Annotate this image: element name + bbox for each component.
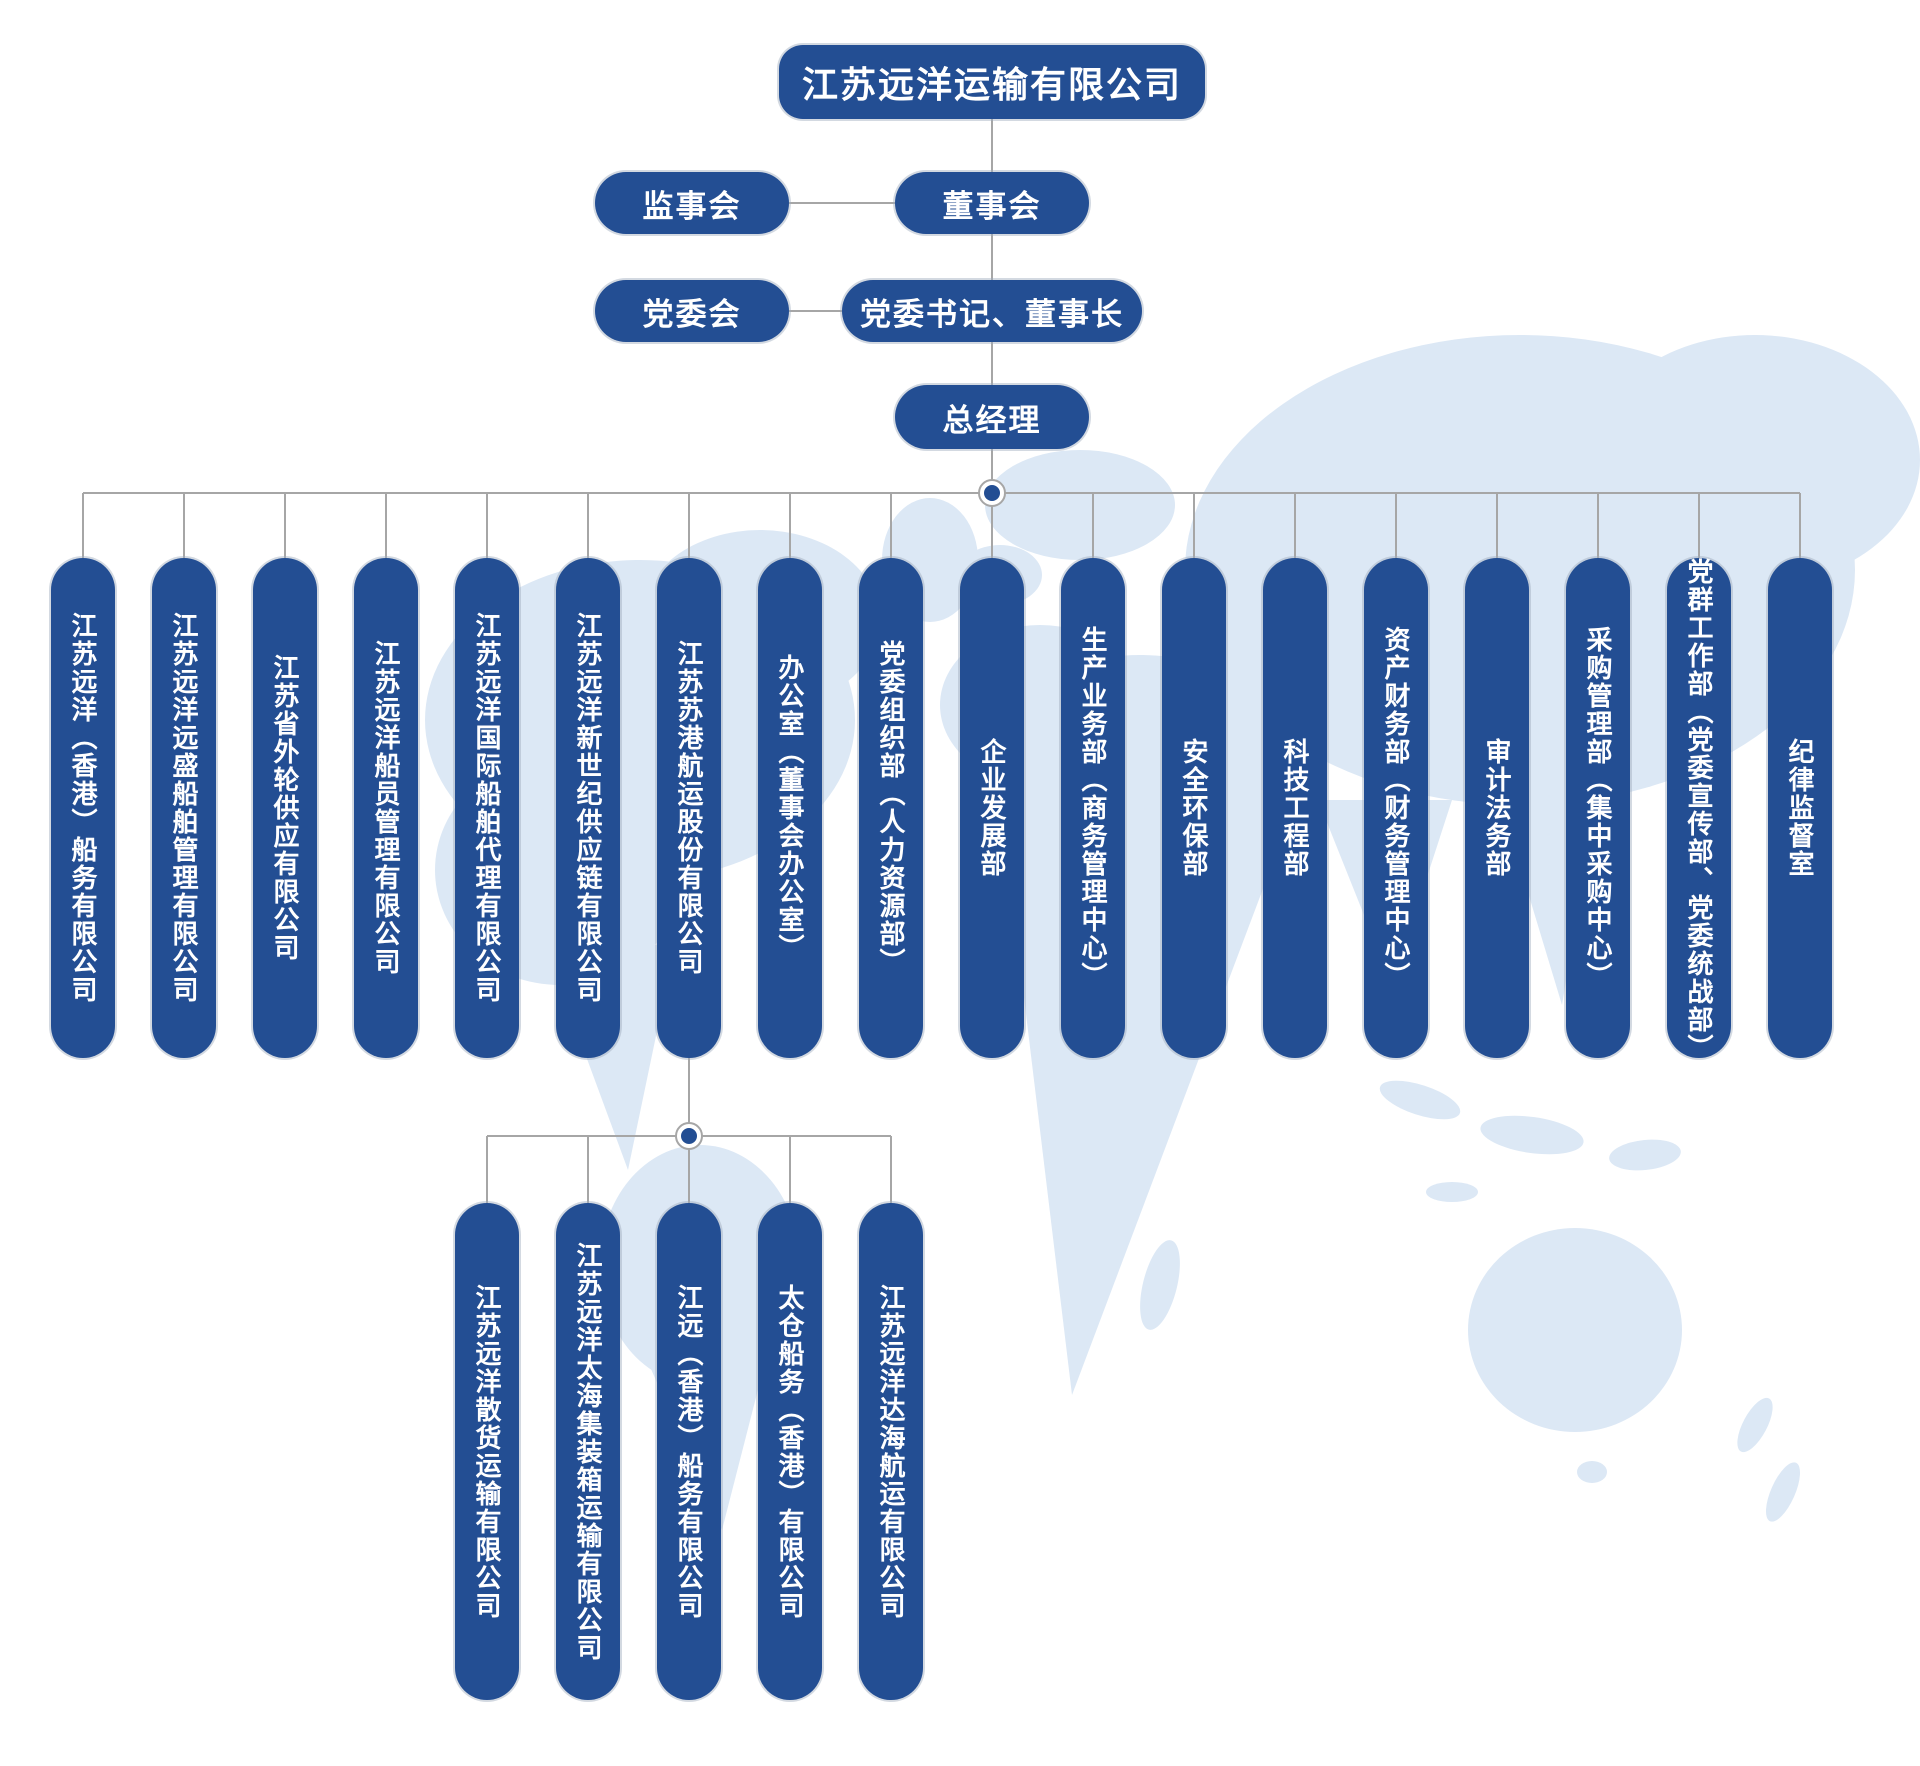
dept-node-label: 江苏苏港航运股份有限公司 <box>674 640 705 976</box>
dept-node-4: 江苏远洋船员管理有限公司 <box>354 558 418 1058</box>
subsidiary-node-5: 江苏远洋达海航运有限公司 <box>859 1203 923 1700</box>
dept-node-6: 江苏远洋新世纪供应链有限公司 <box>556 558 620 1058</box>
dept-node-7: 江苏苏港航运股份有限公司 <box>657 558 721 1058</box>
dept-node-label: 审计法务部 <box>1482 738 1513 878</box>
dept-node-2: 江苏远洋远盛船舶管理有限公司 <box>152 558 216 1058</box>
junction-dot-2 <box>675 1122 703 1150</box>
dept-node-13: 科技工程部 <box>1263 558 1327 1058</box>
dept-node-label: 江苏远洋新世纪供应链有限公司 <box>573 612 604 1004</box>
dept-node-15: 审计法务部 <box>1465 558 1529 1058</box>
node-party-secretary-chairman: 党委书记、董事长 <box>842 280 1142 342</box>
dept-node-label: 江苏远洋船员管理有限公司 <box>371 640 402 976</box>
node-party-committee: 党委会 <box>595 280 789 342</box>
dept-node-9: 党委组织部（人力资源部） <box>859 558 923 1058</box>
dept-node-label: 资产财务部（财务管理中心） <box>1381 626 1412 990</box>
subsidiary-node-1: 江苏远洋散货运输有限公司 <box>455 1203 519 1700</box>
dept-node-label: 企业发展部 <box>977 738 1008 878</box>
node-board-of-directors: 董事会 <box>895 172 1089 234</box>
dept-node-17: 党群工作部（党委宣传部、党委统战部） <box>1667 558 1731 1062</box>
node-supervisory-board: 监事会 <box>595 172 789 234</box>
dept-node-10: 企业发展部 <box>960 558 1024 1058</box>
subsidiary-node-label: 江苏远洋达海航运有限公司 <box>876 1283 907 1620</box>
dept-node-label: 安全环保部 <box>1179 738 1210 878</box>
dept-node-label: 生产业务部（商务管理中心） <box>1078 626 1109 990</box>
dept-node-label: 纪律监督室 <box>1785 738 1816 878</box>
subsidiary-node-label: 江苏远洋太海集装箱运输有限公司 <box>573 1241 604 1662</box>
dept-node-label: 采购管理部（集中采购中心） <box>1583 626 1614 990</box>
subsidiary-node-2: 江苏远洋太海集装箱运输有限公司 <box>556 1203 620 1700</box>
dept-node-14: 资产财务部（财务管理中心） <box>1364 558 1428 1058</box>
dept-node-label: 科技工程部 <box>1280 738 1311 878</box>
dept-node-label: 江苏省外轮供应有限公司 <box>270 654 301 962</box>
subsidiary-node-3: 江远（香港）船务有限公司 <box>657 1203 721 1700</box>
subsidiary-node-label: 江苏远洋散货运输有限公司 <box>472 1283 503 1620</box>
dept-node-label: 江苏远洋国际船舶代理有限公司 <box>472 612 503 1004</box>
dept-node-label: 党委组织部（人力资源部） <box>876 640 907 976</box>
dept-node-8: 办公室（董事会办公室） <box>758 558 822 1058</box>
dept-node-label: 党群工作部（党委宣传部、党委统战部） <box>1684 558 1715 1062</box>
dept-node-label: 江苏远洋（香港）船务有限公司 <box>68 612 99 1004</box>
dept-node-label: 办公室（董事会办公室） <box>775 654 806 962</box>
subsidiary-node-label: 太仓船务（香港）有限公司 <box>775 1283 806 1620</box>
node-general-manager: 总经理 <box>895 385 1089 449</box>
dept-node-1: 江苏远洋（香港）船务有限公司 <box>51 558 115 1058</box>
dept-node-12: 安全环保部 <box>1162 558 1226 1058</box>
dept-node-18: 纪律监督室 <box>1768 558 1832 1058</box>
node-root-company: 江苏远洋运输有限公司 <box>779 45 1205 119</box>
subsidiary-node-4: 太仓船务（香港）有限公司 <box>758 1203 822 1700</box>
subsidiary-node-label: 江远（香港）船务有限公司 <box>674 1283 705 1620</box>
dept-node-16: 采购管理部（集中采购中心） <box>1566 558 1630 1058</box>
dept-node-label: 江苏远洋远盛船舶管理有限公司 <box>169 612 200 1004</box>
junction-dot-1 <box>978 479 1006 507</box>
dept-node-3: 江苏省外轮供应有限公司 <box>253 558 317 1058</box>
dept-node-5: 江苏远洋国际船舶代理有限公司 <box>455 558 519 1058</box>
dept-node-11: 生产业务部（商务管理中心） <box>1061 558 1125 1058</box>
